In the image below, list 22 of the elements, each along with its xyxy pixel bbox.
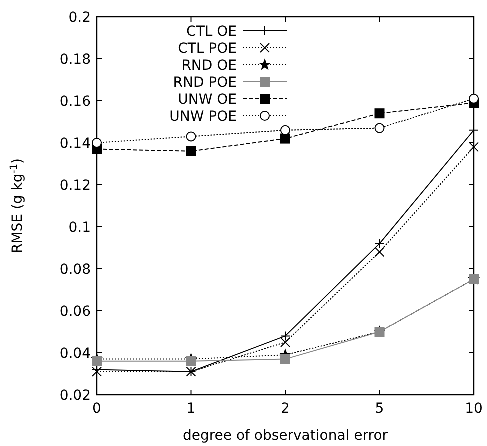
y-tick-label: 0.12 [60,178,91,194]
legend-label: CTL OE [186,24,237,40]
legend-label: RND OE [182,58,237,74]
legend-label: UNW POE [170,108,237,125]
x-axis-title: degree of observational error [182,428,388,444]
x-tick-label: 1 [186,401,196,417]
legend-label: CTL POE [178,40,237,57]
x-tick-label: 2 [281,401,290,417]
x-tick-label: 10 [465,401,483,417]
legend-label: UNW OE [178,92,237,108]
y-tick-label: 0.16 [60,94,92,110]
x-tick-label: 5 [375,401,384,417]
y-tick-label: 0.2 [68,10,91,26]
y-tick-label: 0.08 [60,262,91,278]
x-tick-label: 0 [92,401,102,417]
y-tick-label: 0.1 [68,220,91,236]
y-tick-label: 0.04 [60,346,92,362]
y-tick-label: 0.02 [60,388,91,404]
y-tick-label: 0.14 [60,136,92,152]
legend-label: RND POE [173,74,237,91]
y-tick-label: 0.06 [60,304,92,320]
y-tick-label: 0.18 [60,52,91,68]
